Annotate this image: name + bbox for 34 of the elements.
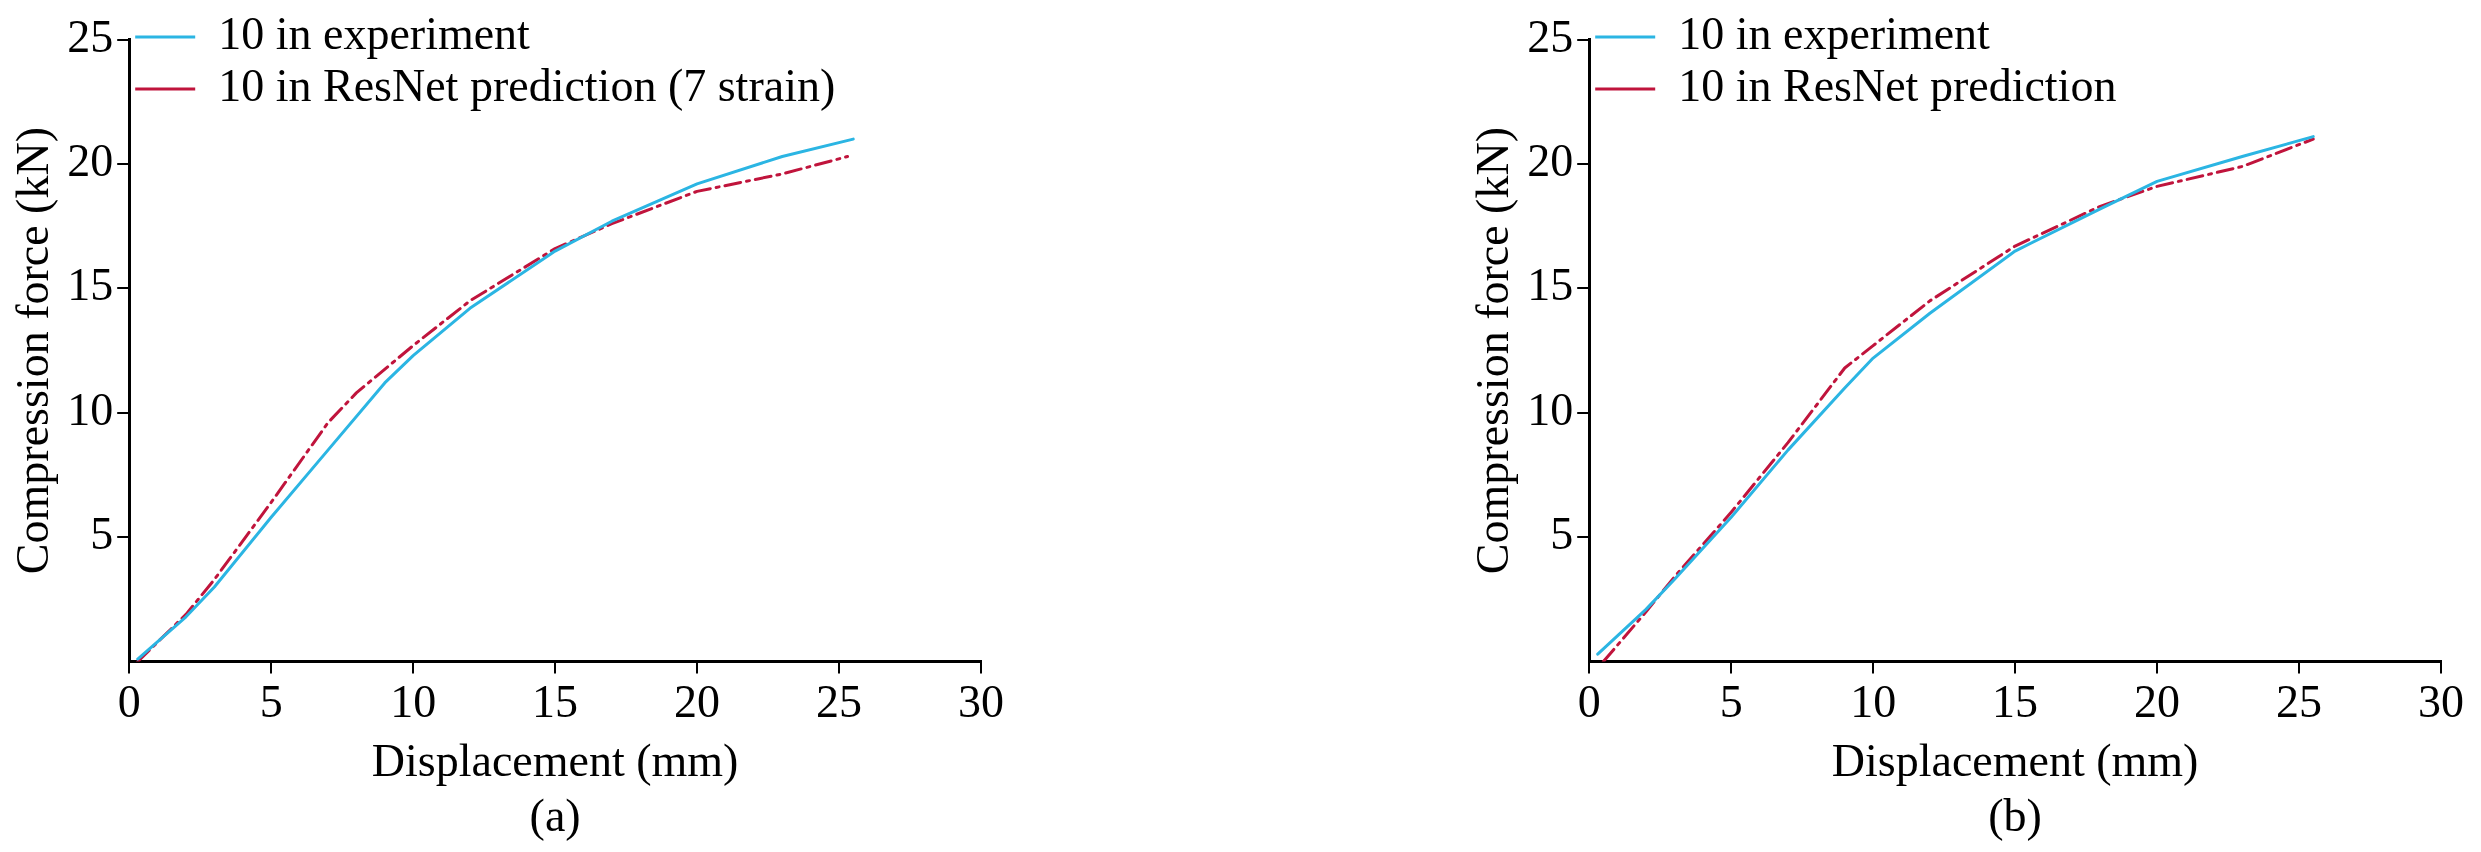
- x-tick-label: 0: [1577, 676, 1601, 728]
- y-axis-title: Compression force (kN): [1466, 127, 1518, 575]
- y-tick-label: 5: [1550, 508, 1574, 560]
- y-tick-label: 25: [1527, 10, 1574, 62]
- x-axis-title: Displacement (mm): [1831, 735, 2199, 787]
- legend-label: 10 in experiment: [218, 8, 531, 60]
- y-tick-label: 20: [67, 135, 114, 187]
- y-tick-label: 10: [67, 383, 114, 435]
- legend-label: 10 in experiment: [1678, 8, 1991, 60]
- y-tick-label: 10: [1527, 383, 1574, 435]
- y-tick-label: 15: [1527, 259, 1574, 311]
- x-tick-label: 5: [1719, 676, 1743, 728]
- x-tick-label: 30: [958, 676, 1004, 728]
- x-axis-title: Displacement (mm): [371, 735, 739, 787]
- y-tick-label: 25: [67, 10, 114, 62]
- x-tick-label: 20: [674, 676, 721, 728]
- x-tick-label: 10: [390, 676, 437, 728]
- legend-label: 10 in ResNet prediction: [1678, 60, 2117, 112]
- y-tick-label: 15: [67, 259, 114, 311]
- x-tick-label: 15: [1992, 676, 2039, 728]
- x-tick-label: 0: [117, 676, 141, 728]
- x-tick-label: 25: [816, 676, 863, 728]
- x-tick-label: 25: [2276, 676, 2323, 728]
- y-tick-label: 5: [90, 508, 114, 560]
- y-tick-label: 20: [1527, 135, 1574, 187]
- legend-label: 10 in ResNet prediction (7 strain): [218, 60, 836, 112]
- x-tick-label: 30: [2418, 676, 2464, 728]
- x-tick-label: 5: [259, 676, 283, 728]
- x-tick-label: 15: [532, 676, 579, 728]
- x-tick-label: 20: [2134, 676, 2181, 728]
- text: (a): [529, 790, 581, 842]
- text: (b): [1988, 790, 2042, 842]
- y-axis-title: Compression force (kN): [6, 127, 58, 575]
- x-tick-label: 10: [1850, 676, 1897, 728]
